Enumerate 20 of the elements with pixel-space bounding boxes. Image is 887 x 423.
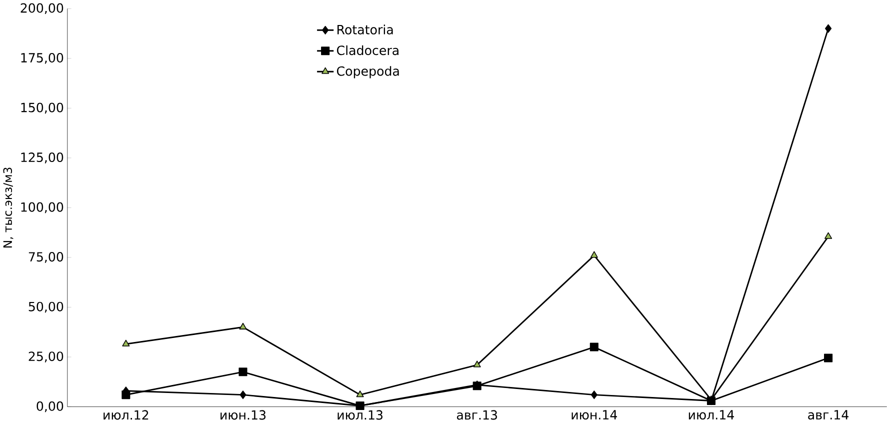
x-tick-label: июл.12 bbox=[104, 410, 148, 420]
x-tick-label: июн.14 bbox=[572, 410, 617, 420]
legend-label: Copepoda bbox=[336, 66, 399, 78]
x-tick-label: авг.13 bbox=[456, 410, 497, 420]
y-axis-title: N, тыс.экз/м3 bbox=[3, 168, 14, 248]
y-tick-label: 200,00 bbox=[20, 3, 64, 14]
y-tick-label: 0,00 bbox=[36, 401, 64, 412]
y-tick-label: 125,00 bbox=[21, 152, 64, 164]
x-tick-label: июл.14 bbox=[688, 410, 734, 420]
y-tick-label: 100,00 bbox=[21, 202, 64, 214]
y-tick-label: 25,00 bbox=[28, 352, 64, 362]
y-tick-label: 150,00 bbox=[21, 102, 64, 114]
y-tick-label: 175,00 bbox=[21, 53, 64, 64]
x-tick-label: июл.13 bbox=[338, 410, 382, 420]
x-tick-label: авг.14 bbox=[808, 410, 848, 420]
legend-label: Cladocera bbox=[336, 45, 398, 56]
x-tick-label: июн.13 bbox=[220, 410, 266, 420]
legend-label: Rotatoria bbox=[337, 24, 393, 34]
y-tick-label: 50,00 bbox=[28, 302, 64, 313]
y-tick-label: 75,00 bbox=[28, 252, 64, 263]
